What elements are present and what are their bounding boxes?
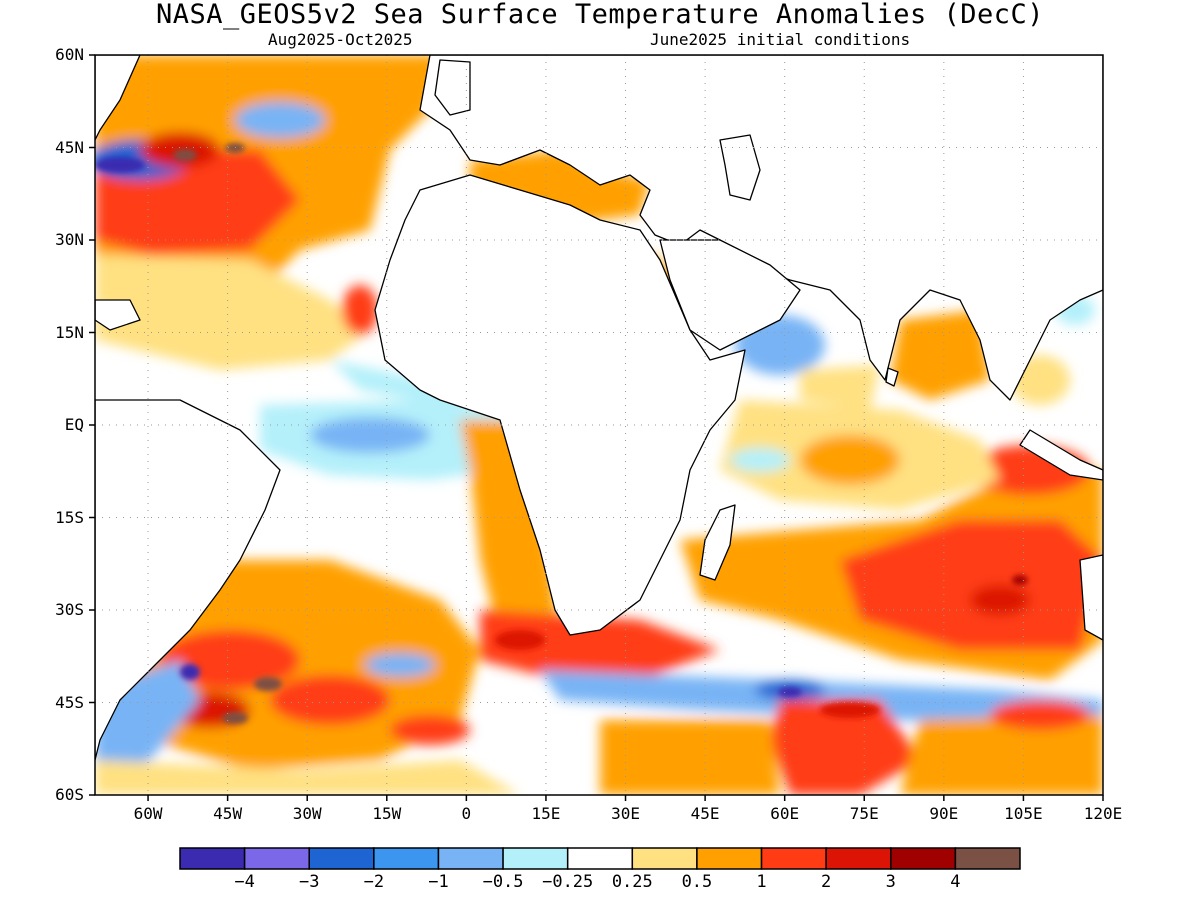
colorbar-label: −1 [428,872,449,892]
lat-label: 60N [55,45,84,64]
colorbar-swatch [437,847,504,870]
colorbar-swatch [890,847,957,870]
caribbean-land [95,299,141,331]
lon-label: 60E [770,804,800,823]
land-outlines [95,55,1103,761]
colorbar-swatch [373,847,440,870]
indonesia-land [1019,429,1103,481]
colorbar-swatch [760,847,827,870]
colorbar-swatch [308,847,375,870]
forecast-period: Aug2025-Oct2025 [268,30,413,49]
lon-label: 15W [372,804,402,823]
colorbar [179,847,1021,870]
colorbar-label: −4 [234,872,255,892]
lon-label: 90E [929,804,959,823]
madagascar-land [699,504,736,581]
lon-label: 45W [213,804,243,823]
colorbar-label: −0.25 [542,872,594,892]
colorbar-swatch [825,847,892,870]
lon-label: 75E [849,804,879,823]
lat-label: 15N [55,322,84,342]
initial-conditions: June2025 initial conditions [650,30,911,49]
colorbar-label: 3 [885,872,896,892]
africa-land [374,174,746,636]
lon-label: 60W [133,804,163,823]
map-title: NASA_GEOS5v2 Sea Surface Temperature Ano… [155,0,1045,30]
colorbar-label: 1 [756,872,767,892]
lat-label: 45N [55,137,84,157]
colorbar-swatch [502,847,569,870]
lon-label: 120E [1083,804,1123,823]
colorbar-label: 0.5 [681,872,713,892]
colorbar-swatch [179,847,246,870]
graticule [95,55,1103,795]
arabia-land [659,239,801,351]
british-isles-land [434,59,471,116]
lon-label: 30W [292,804,322,823]
colorbar-swatch [954,847,1021,870]
south-america-land [95,399,281,761]
north-america-land [95,55,141,141]
caspian-sea [719,134,761,201]
colorbar-label: 0.25 [611,872,653,892]
colorbar-label: −3 [298,872,320,892]
lat-label: 60S [55,785,84,804]
lat-label: EQ [64,415,84,434]
colorbar-swatch [631,847,698,870]
sri-lanka-land [885,367,899,387]
australia-land [1079,554,1103,641]
lat-label: 45S [55,692,84,712]
lon-label: 105E [1004,804,1043,823]
colorbar-swatch [566,847,634,870]
lon-label: 30E [611,804,640,823]
lon-label: 0 [461,804,472,823]
colorbar-label: −2 [363,872,385,892]
lon-label: 15E [531,804,561,823]
lat-label: 15S [55,507,84,527]
colorbar-label: 2 [821,872,832,892]
colorbar-label: −0.5 [482,872,524,892]
lat-label: 30N [55,230,84,249]
colorbar-label: 4 [950,872,961,892]
colorbar-swatch [243,847,310,870]
lon-label: 45E [690,804,720,823]
lat-label: 30S [55,600,84,619]
colorbar-swatch [696,847,763,870]
